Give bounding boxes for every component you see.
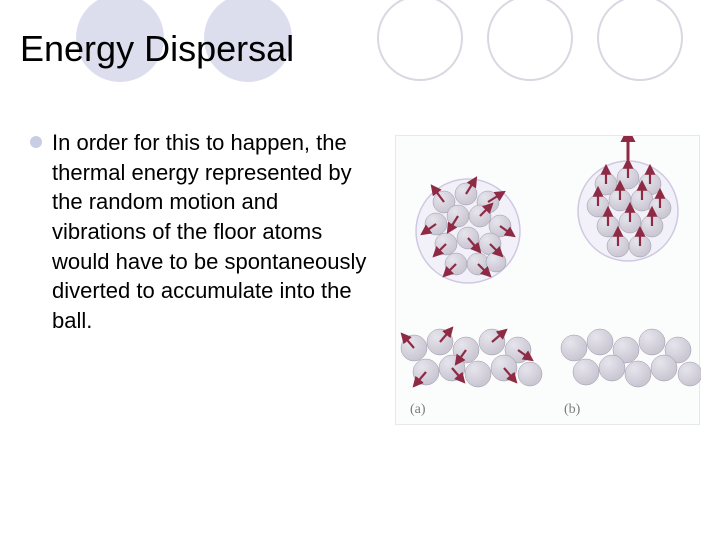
bullet-dot-icon bbox=[30, 136, 42, 148]
bullet-text: In order for this to happen, the thermal… bbox=[52, 128, 370, 336]
figure-caption-b: (b) bbox=[564, 402, 580, 418]
bullet-content: In order for this to happen, the thermal… bbox=[30, 128, 370, 336]
bullet-item: In order for this to happen, the thermal… bbox=[30, 128, 370, 336]
energy-dispersal-figure: (a) (b) bbox=[395, 135, 700, 425]
slide-title: Energy Dispersal bbox=[20, 28, 294, 70]
figure-caption-a: (a) bbox=[410, 402, 426, 418]
